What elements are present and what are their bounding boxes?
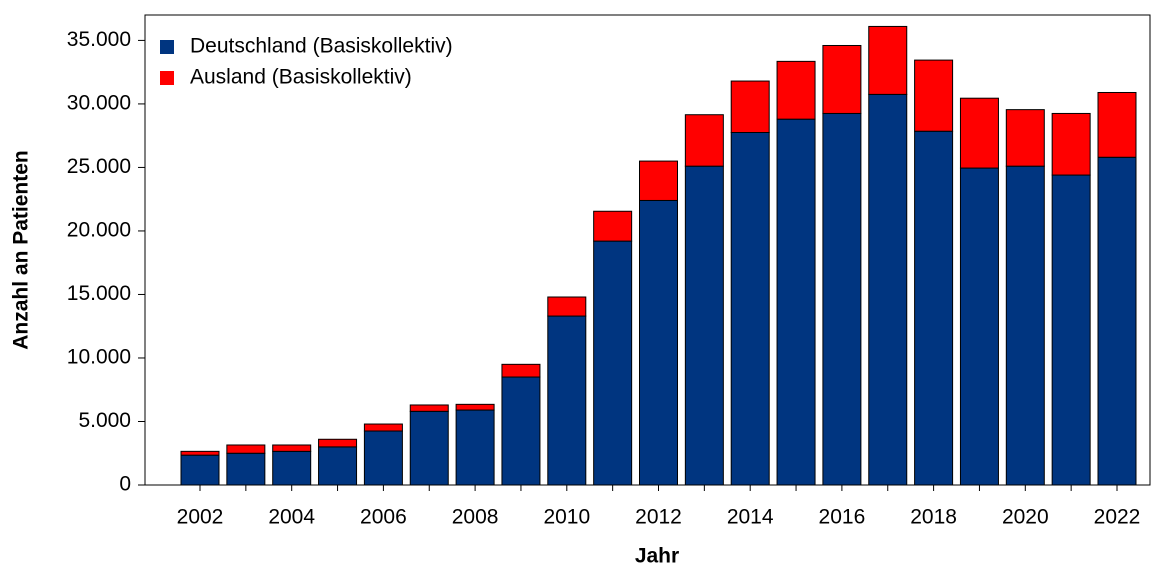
y-tick-label: 5.000 [78, 409, 131, 432]
y-axis-title: Anzahl an Patienten [10, 150, 33, 350]
x-tick-label: 2012 [635, 506, 682, 529]
bar-segment [501, 363, 541, 378]
x-tick-label: 2018 [910, 506, 957, 529]
x-axis-title: Jahr [635, 545, 679, 568]
legend-swatch [160, 40, 174, 54]
x-tick-label: 2016 [819, 506, 866, 529]
y-tick-label: 15.000 [67, 282, 131, 305]
bar-segment [1051, 174, 1091, 486]
bar-segment [593, 240, 633, 486]
bar-segment [501, 376, 541, 486]
bar-segment [959, 97, 999, 169]
y-tick-label: 20.000 [67, 218, 131, 241]
bar-segment [1097, 156, 1137, 486]
legend-label: Ausland (Basiskollektiv) [190, 66, 412, 89]
x-tick-label: 2008 [452, 506, 499, 529]
bar-segment [363, 423, 403, 432]
bar-segment [959, 167, 999, 486]
x-tick-label: 2022 [1094, 506, 1141, 529]
bar-segment [1005, 109, 1045, 167]
bar-segment [914, 130, 954, 486]
bar-segment [226, 444, 266, 454]
bar-segment [363, 430, 403, 486]
bar-segment [822, 44, 862, 114]
bar-segment [730, 80, 770, 133]
bar-segment [639, 160, 678, 201]
bar-segment [776, 118, 816, 486]
y-tick-label: 25.000 [67, 155, 131, 178]
y-tick-label: 35.000 [67, 28, 131, 51]
bar-segment [409, 410, 449, 486]
bar-segment [547, 296, 587, 317]
bar-segment [180, 450, 220, 456]
bar-segment [272, 444, 312, 452]
bar-segment [1097, 91, 1137, 158]
bar-segment [1051, 112, 1091, 176]
bar-segment [180, 454, 220, 486]
bar-segment [455, 403, 495, 411]
legend-label: Deutschland (Basiskollektiv) [190, 35, 453, 58]
y-tick-label: 30.000 [67, 91, 131, 114]
bar-segment [272, 450, 312, 486]
bar-segment [822, 112, 862, 486]
bar-segment [226, 452, 266, 486]
bar-segment [547, 315, 587, 486]
legend-swatch [160, 71, 174, 85]
x-tick-label: 2020 [1002, 506, 1049, 529]
bar-segment [684, 114, 724, 167]
bar-segment [914, 59, 954, 132]
bar-segment [776, 60, 816, 120]
bar-segment [318, 446, 358, 486]
bar-segment [730, 132, 770, 486]
bar-segment [318, 438, 358, 448]
x-tick-label: 2010 [543, 506, 590, 529]
y-tick-label: 10.000 [67, 346, 131, 369]
bar-segment [684, 165, 724, 486]
bar-segment [868, 25, 908, 95]
bar-segment [409, 404, 449, 412]
bar-segment [455, 409, 495, 486]
bar-segment [593, 210, 633, 242]
bar-segment [1005, 165, 1045, 486]
x-tick-label: 2006 [360, 506, 407, 529]
x-tick-label: 2002 [177, 506, 224, 529]
bar-segment [639, 199, 678, 486]
y-tick-label: 0 [119, 473, 131, 496]
x-tick-label: 2004 [268, 506, 315, 529]
bar-segment [868, 93, 908, 486]
x-tick-label: 2014 [727, 506, 774, 529]
